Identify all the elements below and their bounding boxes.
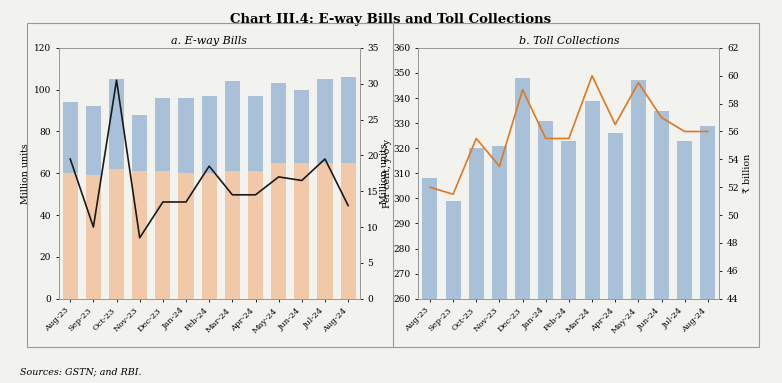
Bar [132,115,147,171]
Bar [608,133,622,383]
Bar [224,81,240,171]
Bar [631,80,646,383]
Bar [156,171,170,299]
Bar [178,98,194,173]
Y-axis label: Million units: Million units [20,143,30,204]
Bar [156,98,170,171]
Bar [294,90,310,163]
Bar [538,121,554,383]
Text: Chart III.4: E-way Bills and Toll Collections: Chart III.4: E-way Bills and Toll Collec… [231,13,551,26]
Bar [654,111,669,383]
Bar [224,171,240,299]
Bar [341,163,356,299]
Bar [561,141,576,383]
Bar [701,126,716,383]
Bar [317,79,332,163]
Bar [132,171,147,299]
Title: b. Toll Collections: b. Toll Collections [518,36,619,46]
Bar [178,173,194,299]
Bar [584,101,600,383]
Bar [492,146,507,383]
Bar [677,141,692,383]
Bar [515,78,530,383]
Title: a. E-way Bills: a. E-way Bills [171,36,247,46]
Y-axis label: Million units: Million units [380,143,389,204]
Bar [271,163,286,299]
Bar [317,163,332,299]
Bar [271,83,286,163]
Bar [86,175,101,299]
Y-axis label: Per cent, y-o-y: Per cent, y-o-y [383,139,392,208]
Bar [109,79,124,169]
Bar [422,178,437,383]
Bar [341,77,356,163]
Bar [294,163,310,299]
Bar [86,106,101,175]
Bar [109,169,124,299]
Bar [202,96,217,173]
Bar [63,102,77,173]
Bar [248,96,263,171]
Y-axis label: ₹ billion: ₹ billion [743,154,752,193]
Bar [202,173,217,299]
Bar [248,171,263,299]
Text: Sources: GSTN; and RBI.: Sources: GSTN; and RBI. [20,367,141,376]
Bar [63,173,77,299]
Bar [468,148,484,383]
Bar [446,201,461,383]
